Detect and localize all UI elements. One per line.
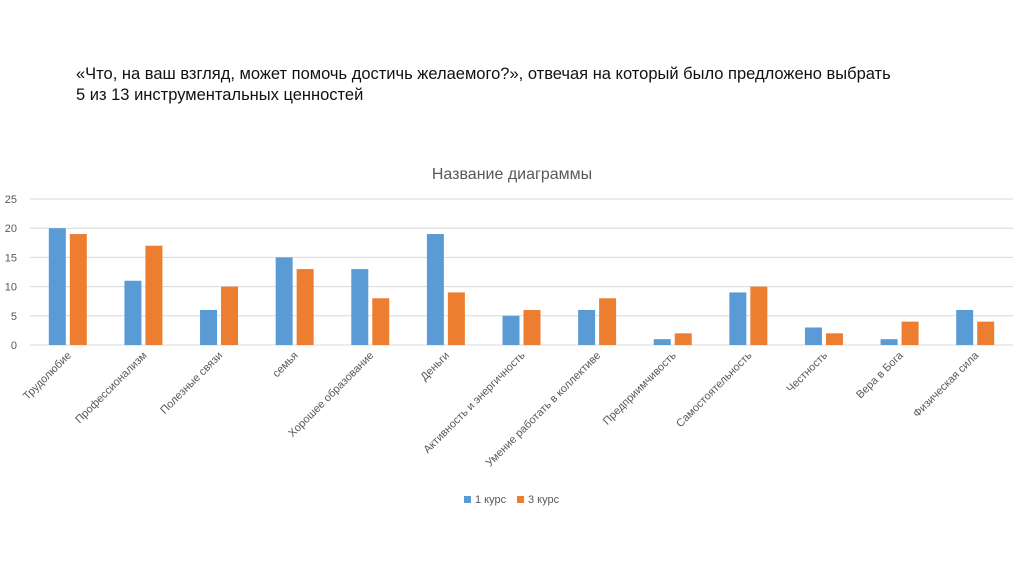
bar-1-9 <box>653 339 671 345</box>
heading-line-2: 5 из 13 инструментальных ценностей <box>76 86 364 104</box>
bar-1-10 <box>729 292 747 345</box>
bar-2-1 <box>69 234 87 345</box>
bar-2-11 <box>825 333 843 345</box>
bar-1-7 <box>502 315 520 345</box>
bar-2-3 <box>221 286 239 345</box>
x-tick-label: Предприимчивость <box>601 349 679 427</box>
legend-swatch <box>464 496 471 503</box>
y-tick-label: 25 <box>5 194 17 206</box>
legend-swatch <box>517 496 524 503</box>
legend-label: 1 курс <box>475 494 507 506</box>
bar-2-12 <box>901 321 919 345</box>
bar-2-9 <box>674 333 692 345</box>
x-tick-label: Деньги <box>418 350 452 384</box>
bar-1-11 <box>804 327 822 345</box>
y-tick-label: 20 <box>5 223 17 235</box>
bar-2-7 <box>523 309 541 345</box>
bar-2-13 <box>977 321 995 345</box>
x-tick-label: семья <box>270 350 300 380</box>
bar-1-12 <box>880 339 898 345</box>
bar-1-4 <box>275 257 293 345</box>
bar-1-5 <box>351 269 369 345</box>
bar-2-10 <box>750 286 768 345</box>
bar-1-6 <box>426 234 444 345</box>
x-tick-label: Трудолюбие <box>21 350 74 403</box>
bar-1-2 <box>124 280 142 345</box>
bar-1-13 <box>956 309 974 345</box>
y-tick-label: 10 <box>5 282 17 294</box>
bar-2-5 <box>372 298 390 345</box>
bar-1-8 <box>578 309 596 345</box>
x-tick-label: Честность <box>785 349 831 395</box>
y-tick-label: 15 <box>5 252 17 264</box>
x-tick-label: Профессионализм <box>73 350 149 426</box>
x-tick-label: Самостоятельность <box>674 349 755 430</box>
chart-title: Название диаграммы <box>432 166 592 183</box>
x-tick-label: Полезные связи <box>158 350 225 417</box>
x-tick-label: Хорошее образование <box>286 350 376 440</box>
y-tick-label: 5 <box>11 311 17 323</box>
bar-1-3 <box>200 309 218 345</box>
bar-2-2 <box>145 245 163 345</box>
y-tick-label: 0 <box>11 340 17 352</box>
bar-2-4 <box>296 269 314 345</box>
bar-2-8 <box>599 298 617 345</box>
heading-line-1: «Что, на ваш взгляд, может помочь достич… <box>76 65 891 83</box>
legend-label: 3 курс <box>528 494 560 506</box>
x-tick-label: Физическая сила <box>911 349 982 420</box>
bar-1-1 <box>48 228 66 345</box>
x-tick-label: Вера в Бога <box>854 349 906 401</box>
slide-heading: «Что, на ваш взгляд, может помочь достич… <box>76 64 976 106</box>
bar-2-6 <box>447 292 465 345</box>
